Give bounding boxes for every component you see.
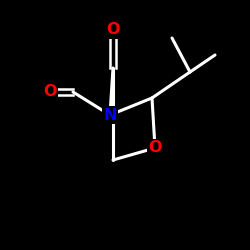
Text: O: O (43, 84, 57, 100)
Text: O: O (148, 140, 162, 156)
Text: O: O (106, 22, 120, 38)
Text: N: N (103, 108, 117, 122)
